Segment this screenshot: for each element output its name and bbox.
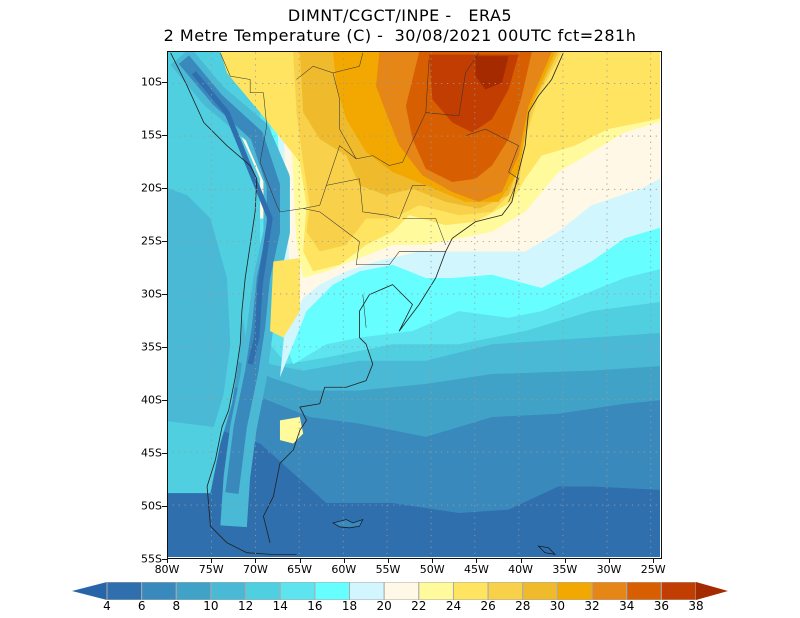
latitude-tick: [162, 82, 167, 83]
longitude-label: 45W: [463, 563, 489, 576]
latitude-tick: [162, 559, 167, 560]
andes-cold-core: [191, 71, 273, 365]
longitude-tick: [299, 559, 301, 563]
longitude-tick: [653, 559, 655, 563]
title-line-1: DIMNT/CGCT/INPE - ERA5: [287, 6, 513, 25]
latitude-label: 45S: [141, 446, 162, 460]
andes-cold-mid: [178, 55, 280, 494]
colorbar-swatch: [660, 582, 697, 600]
colorbar-swatch: [522, 582, 558, 600]
colorbar-level-label: 4: [103, 599, 111, 613]
colorbar-swatch: [626, 582, 662, 600]
colorbar-swatch: [279, 582, 316, 600]
longitude-label: 55W: [375, 563, 401, 576]
colorbar-level-label: 28: [515, 599, 531, 613]
latitude-tick: [162, 188, 167, 189]
latitude-tick: [162, 347, 167, 348]
longitude-label: 80W: [154, 563, 180, 576]
colorbar-swatch: [383, 582, 420, 600]
longitude-tick: [167, 559, 168, 563]
longitude-tick: [609, 559, 610, 563]
longitude-tick: [432, 559, 434, 563]
latitude-label: 15S: [141, 128, 162, 142]
colorbar-level-label: 30: [549, 599, 566, 613]
latitude-label: 10S: [141, 75, 162, 89]
coastline: [170, 52, 564, 555]
colorbar-swatch: [314, 582, 351, 600]
longitude-label: 35W: [552, 563, 578, 576]
colorbar-level-label: 36: [653, 599, 669, 613]
longitude-label: 70W: [242, 563, 268, 576]
latitude-label: 40S: [141, 393, 162, 407]
colorbar-swatch: [452, 582, 489, 600]
longitude-label: 60W: [331, 563, 357, 576]
colorbar-swatch: [141, 582, 177, 600]
colorbar-level-label: 38: [688, 599, 704, 613]
colorbar-level-label: 24: [445, 599, 462, 613]
colorbar-swatch: [175, 582, 212, 600]
colorbar: [72, 582, 728, 600]
latitude-label: 55S: [141, 552, 162, 566]
country-borders: [220, 52, 519, 328]
colorbar-level-label: 20: [376, 599, 392, 613]
longitude-label: 40W: [508, 563, 534, 576]
latitude-tick: [162, 241, 167, 242]
title-line-2: 2 Metre Temperature (C) - 30/08/2021 00U…: [163, 26, 637, 45]
colorbar-level-label: 10: [203, 599, 219, 613]
longitude-tick: [343, 559, 345, 563]
band-above-38: [475, 56, 509, 90]
longitude-label: 25W: [640, 563, 666, 576]
longitude-tick: [211, 559, 213, 563]
colorbar-level-label: 22: [411, 599, 427, 613]
colorbar-swatch: [418, 582, 454, 600]
colorbar-level-label: 34: [619, 599, 635, 613]
colorbar-level-label: 12: [237, 599, 254, 613]
longitude-label: 65W: [287, 563, 313, 576]
south-georgia: [537, 545, 556, 555]
colorbar-swatch: [245, 582, 281, 600]
longitude-tick: [255, 559, 257, 563]
colorbar-level-label: 32: [584, 599, 600, 613]
latitude-label: 25S: [141, 234, 162, 248]
colorbar-above-arrow: [696, 582, 728, 600]
latitude-label: 50S: [141, 499, 162, 513]
colorbar-swatch: [210, 582, 247, 600]
latitude-label: 20S: [141, 181, 162, 195]
colorbar-below-arrow: [72, 582, 107, 600]
longitude-label: 30W: [596, 563, 622, 576]
colorbar-level-label: 14: [272, 599, 288, 613]
latitude-tick: [162, 506, 167, 507]
colorbar-swatch: [487, 582, 524, 600]
colorbar-level-label: 16: [307, 599, 323, 613]
latitude-tick: [162, 400, 167, 401]
colorbar-level-label: 26: [480, 599, 496, 613]
colorbar-swatch: [591, 582, 628, 600]
colorbar-swatch: [106, 582, 143, 600]
latitude-tick: [162, 453, 167, 454]
pampas-warm-spot: [270, 258, 300, 338]
latitude-label: 35S: [141, 340, 162, 354]
colorbar-level-label: 6: [137, 599, 146, 613]
latitude-tick: [162, 135, 167, 136]
colorbar-level-label: 18: [341, 599, 358, 613]
temperature-map: [167, 51, 662, 559]
colorbar-swatch: [556, 582, 593, 600]
colorbar-level-label: 8: [172, 599, 181, 613]
longitude-tick: [476, 559, 478, 563]
longitude-tick: [388, 559, 389, 563]
latitude-tick: [162, 294, 167, 295]
pacific-ocean-cool: [168, 188, 231, 427]
longitude-label: 75W: [198, 563, 224, 576]
longitude-tick: [564, 559, 566, 563]
colorbar-swatch: [349, 582, 385, 600]
falkland-islands: [332, 519, 364, 529]
temperature-field: [168, 52, 660, 557]
latitude-label: 30S: [141, 287, 162, 301]
longitude-label: 50W: [419, 563, 445, 576]
longitude-tick: [520, 559, 522, 563]
